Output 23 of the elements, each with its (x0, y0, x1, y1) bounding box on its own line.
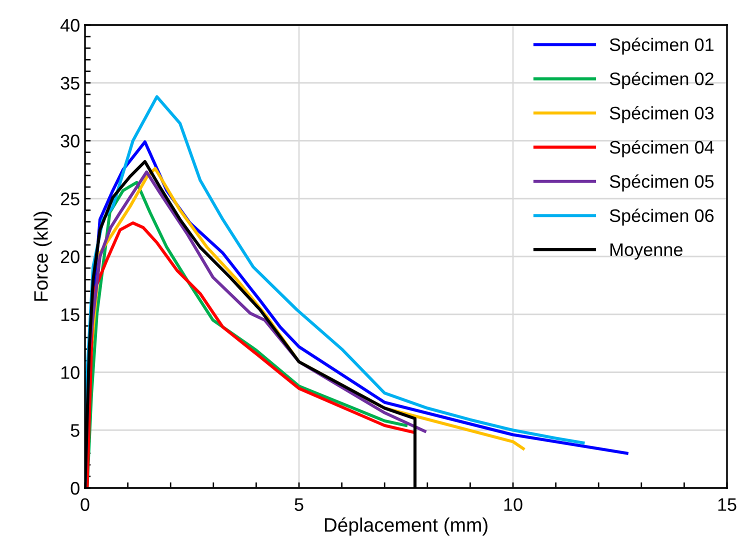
legend-label: Spécimen 05 (610, 174, 714, 192)
legend-label: Spécimen 04 (610, 140, 714, 158)
legend-label: Spécimen 02 (610, 72, 714, 89)
y-tick-label: 20 (60, 250, 80, 264)
y-tick-label: 25 (60, 192, 80, 206)
legend-label: Spécimen 03 (610, 106, 714, 124)
x-tick-label: 15 (718, 498, 736, 511)
x-tick-label: 10 (504, 498, 522, 511)
legend-label: Spécimen 01 (610, 38, 714, 55)
legend-label: Moyenne (610, 243, 682, 260)
y-tick-label: 40 (60, 18, 80, 32)
y-tick-label: 15 (61, 308, 80, 322)
legend-label: Spécimen 06 (610, 208, 714, 226)
x-tick-label: 0 (80, 498, 90, 511)
y-axis-title: Force (kN) (34, 212, 52, 301)
y-tick-label: 5 (70, 424, 80, 437)
y-tick-label: 0 (70, 482, 80, 495)
line-series (86, 221, 416, 488)
x-tick-label: 5 (294, 498, 304, 511)
y-tick-label: 35 (60, 76, 80, 90)
y-tick-label: 30 (60, 134, 80, 148)
y-tick-label: 10 (61, 366, 80, 379)
x-axis-title: Déplacement (mm) (324, 517, 488, 536)
